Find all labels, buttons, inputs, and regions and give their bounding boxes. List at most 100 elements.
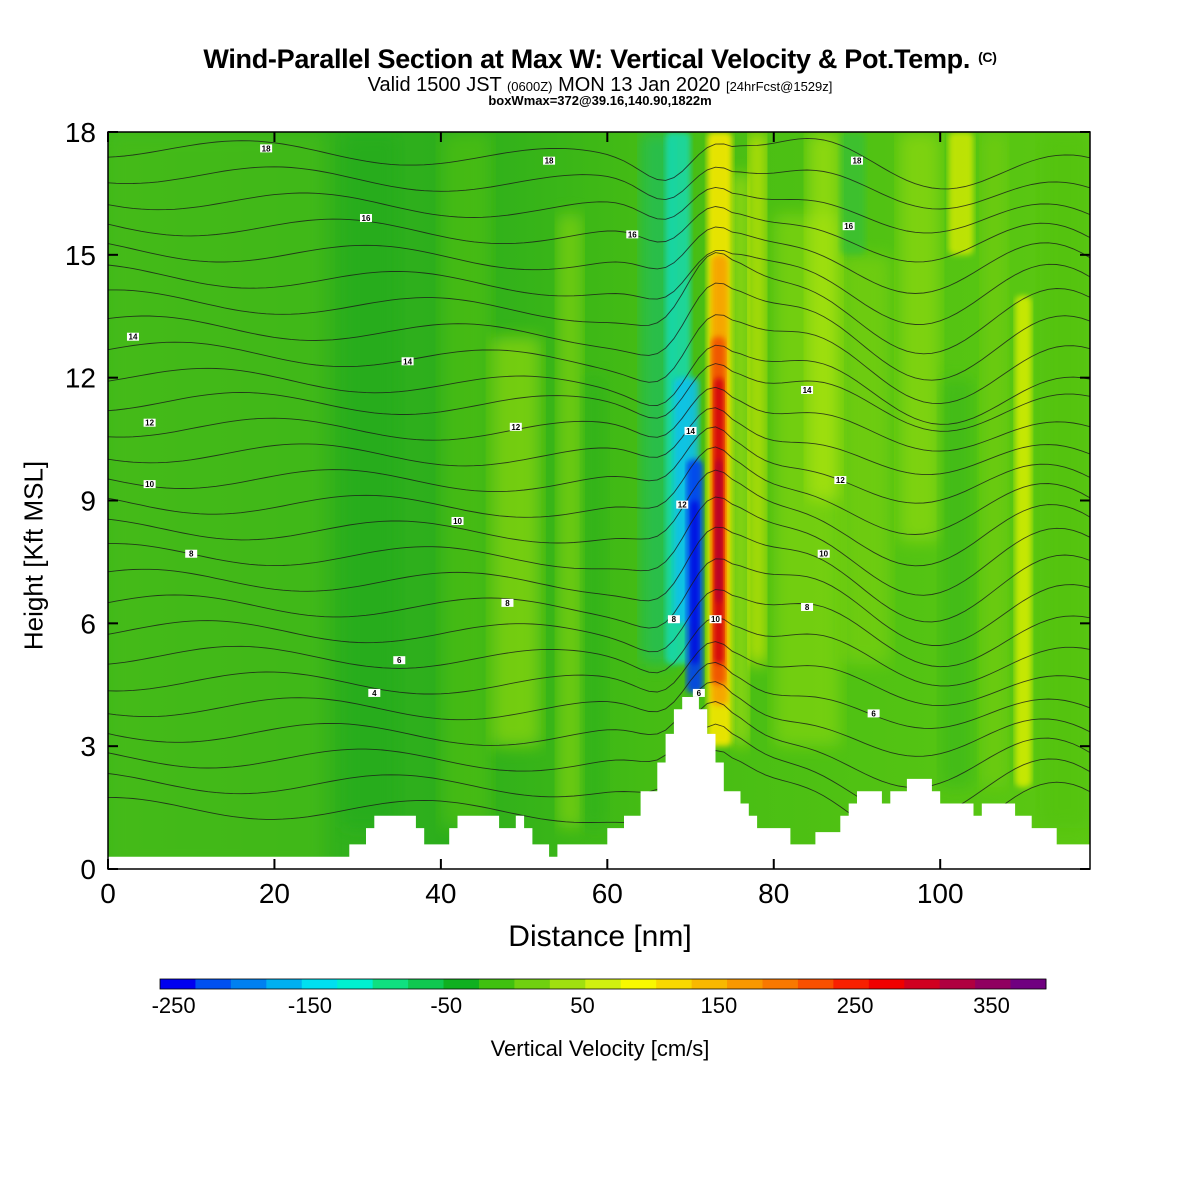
y-tick-label: 15 [65,240,96,271]
valid-date: MON 13 Jan 2020 [558,74,721,96]
colorbar-swatch-12 [585,979,622,989]
contour-label-text: 14 [803,386,812,395]
colorbar-label: 50 [570,993,594,1018]
contour-label-text: 18 [545,157,554,166]
contour-label-0: 18 [260,144,273,153]
contour-label-text: 12 [836,476,845,485]
theta-contour-16 [108,363,1090,432]
x-tick-label: 60 [592,878,623,909]
contour-label-text: 8 [672,615,677,624]
theta-contour-11 [108,469,1090,567]
y-tick-label: 12 [65,363,96,394]
contour-label-20: 8 [667,615,680,624]
colorbar-swatch-19 [833,979,870,989]
contour-label-text: 14 [403,357,412,366]
colorbar-swatch-5 [337,979,374,989]
contour-label-text: 10 [453,517,462,526]
contour-label-text: 12 [511,423,520,432]
colorbar-label: 150 [701,993,738,1018]
y-axis-label: Height [Kft MSL] [18,460,49,651]
x-tick-label: 40 [425,878,456,909]
contour-label-12: 12 [676,500,689,510]
theta-contour-25 [108,166,1090,210]
contour-label-text: 8 [189,550,194,559]
contour-label-text: 14 [129,333,138,342]
y-tick-label: 0 [80,854,96,885]
y-tick-label: 6 [80,608,96,639]
colorbar-swatch-23 [975,979,1012,989]
velocity-region-0 [108,132,325,869]
potential-temperature-contours [108,137,1090,850]
theta-contour-21 [108,250,1090,325]
contour-label-text: 4 [372,689,377,698]
contour-label-21: 8 [801,602,814,612]
x-tick-label: 0 [100,878,116,909]
valid-time: Valid 1500 JST [367,74,502,96]
contour-label-23: 6 [692,688,705,698]
velocity-region-1 [341,132,400,829]
copyright-mark: (C) [978,49,997,65]
contour-label-text: 12 [678,501,687,510]
velocity-region-20 [840,254,891,665]
contour-label-text: 16 [844,222,853,231]
chart-subtitle: Valid 1500 JST (0600Z) MON 13 Jan 2020 [… [0,74,1200,97]
theta-contour-26 [108,137,1090,190]
colorbar-swatch-22 [939,979,976,989]
velocity-region-22 [940,377,974,788]
contour-label-text: 16 [628,230,637,239]
velocity-region-23 [981,132,1007,788]
colorbar-swatch-20 [868,979,905,989]
colorbar-label: -250 [152,993,196,1018]
contour-label-text: 6 [871,709,876,718]
colorbar-swatch-6 [372,979,409,989]
vertical-velocity-field [108,132,1090,869]
theta-contour-23 [108,206,1090,263]
contour-label-17: 10 [817,549,830,559]
velocity-region-26 [948,132,974,255]
colorbar-swatch-15 [691,979,728,989]
contour-label-22: 6 [393,656,406,665]
theta-contour-4 [108,661,1090,729]
contour-label-text: 8 [805,603,810,612]
x-axis-label: Distance [nm] [508,920,692,953]
colorbar-frame [159,978,1047,990]
contour-label-text: 10 [145,480,154,489]
contour-label-1: 18 [543,156,556,166]
axes: 0 20 40 60 80 100 0 3 6 9 12 15 18 [65,117,1090,909]
contour-label-15: 10 [451,516,464,526]
contour-label-7: 14 [401,357,414,366]
colorbar-swatch-11 [549,979,586,989]
velocity-region-2 [440,132,491,829]
contour-label-text: 6 [397,656,402,665]
contour-label-2: 18 [850,156,863,166]
x-tick-label: 20 [259,878,290,909]
forecast-info: [24hrFcst@1529z] [725,79,833,94]
terrain-fill [108,697,1090,869]
contour-label-text: 18 [853,157,862,166]
contour-label-text: 16 [362,214,371,223]
contour-label-9: 14 [801,385,814,395]
contour-label-18: 8 [185,549,198,559]
contour-label-16: 10 [709,615,722,624]
colorbar: -250 -150 -50 50 150 250 350 [152,978,1047,1018]
theta-contour-19 [108,282,1090,381]
theta-contour-9 [108,526,1090,623]
colorbar-swatch-8 [443,979,480,989]
velocity-region-5 [582,377,608,829]
theta-contour-8 [108,558,1090,646]
contour-label-6: 14 [126,332,139,342]
valid-time-utc: (0600Z) [506,79,553,94]
contour-label-text: 14 [686,427,695,436]
contour-label-4: 16 [626,230,639,239]
velocity-region-17 [748,132,766,665]
contour-label-10: 12 [143,418,156,428]
theta-contour-18 [108,314,1090,405]
colorbar-swatch-3 [266,979,303,989]
theta-contour-6 [108,616,1090,687]
theta-contour-5 [108,641,1090,707]
contour-label-text: 10 [711,615,720,624]
velocity-region-4 [557,213,583,829]
theta-contour-15 [108,386,1090,452]
terrain [108,697,1090,869]
